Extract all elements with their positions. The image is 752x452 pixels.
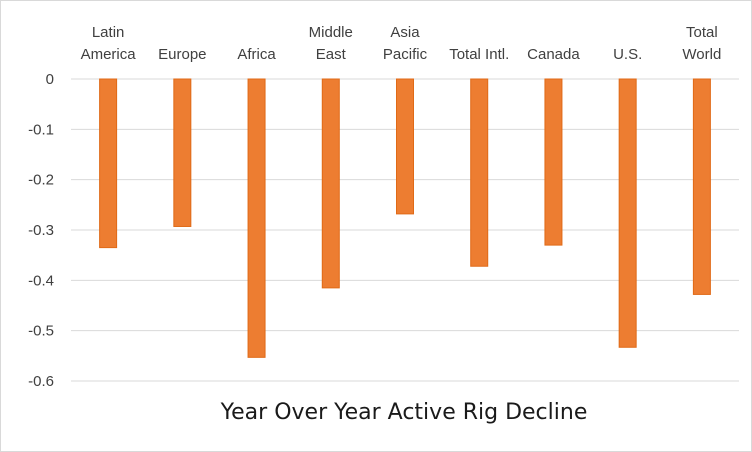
category-label: Africa bbox=[237, 46, 276, 63]
bars bbox=[99, 78, 711, 358]
y-tick-label: 0 bbox=[46, 71, 54, 88]
y-tick-label: -0.2 bbox=[28, 172, 54, 189]
y-tick-label: -0.4 bbox=[28, 272, 54, 289]
y-tick-label: -0.3 bbox=[28, 222, 54, 239]
bar bbox=[99, 78, 118, 249]
bar bbox=[470, 78, 489, 267]
category-label: U.S. bbox=[613, 46, 642, 63]
category-labels: Latin America Europe Africa Middle East Asia Pa… bbox=[81, 24, 722, 63]
y-tick-label: -0.5 bbox=[28, 323, 54, 340]
y-axis-ticks: 0 -0.1 -0.2 -0.3 -0.4 -0.5 -0.6 bbox=[28, 71, 54, 390]
category-label: Total World bbox=[682, 24, 721, 63]
bar bbox=[247, 78, 266, 358]
bar bbox=[173, 78, 192, 227]
category-label: Latin America bbox=[81, 24, 137, 63]
y-tick-label: -0.1 bbox=[28, 121, 54, 138]
category-label: Asia Pacific bbox=[383, 24, 428, 63]
bar bbox=[692, 78, 711, 295]
y-tick-label: -0.6 bbox=[28, 373, 54, 390]
category-label: Canada bbox=[527, 46, 580, 63]
chart-title: Year Over Year Active Rig Decline bbox=[220, 400, 588, 425]
category-label: Europe bbox=[158, 46, 206, 63]
bar bbox=[544, 78, 563, 246]
bar bbox=[396, 78, 414, 215]
category-label: Middle East bbox=[309, 24, 353, 63]
category-label: Total Intl. bbox=[449, 46, 509, 63]
bar bbox=[321, 78, 340, 289]
bar bbox=[618, 78, 637, 348]
